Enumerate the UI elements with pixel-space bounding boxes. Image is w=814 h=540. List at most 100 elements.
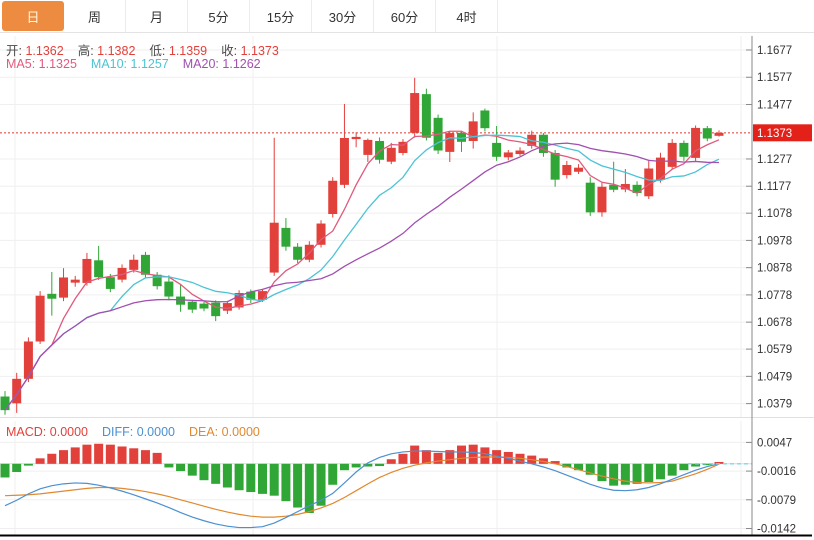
macd-histogram-bar [70, 447, 80, 464]
candlestick [714, 132, 724, 136]
info-label: MA20: [182, 57, 219, 71]
macd-histogram-bar [316, 463, 326, 506]
macd-histogram-bar [691, 463, 701, 467]
info-ohlc-item: 高: 1.1382 [78, 44, 136, 58]
macd-histogram-bar [433, 452, 443, 464]
info-ohlc-item: 开: 1.1362 [6, 44, 64, 58]
tab-period-3[interactable]: 5分 [188, 0, 250, 32]
candlestick [152, 274, 162, 287]
tab-period-7[interactable]: 4时 [436, 0, 498, 32]
macd-histogram-bar [421, 450, 431, 464]
candlestick [293, 246, 303, 260]
diff-line [4, 450, 720, 529]
macd-histogram-bar [140, 450, 150, 464]
macd-axis-label: 0.0047 [757, 437, 792, 449]
info-label: 高: [77, 44, 94, 58]
candlestick [363, 139, 373, 155]
macd-histogram-bar [410, 445, 420, 464]
candlestick [117, 267, 127, 280]
candlestick [246, 291, 256, 300]
tab-period-5[interactable]: 30分 [312, 0, 374, 32]
macd-histogram-bar [550, 461, 560, 464]
info-label: DEA: [188, 425, 219, 439]
macd-histogram-bar [12, 463, 22, 472]
tab-period-0[interactable]: 日 [2, 1, 64, 31]
candlestick [129, 259, 139, 270]
macd-histogram-bar [339, 463, 349, 471]
tab-period-1[interactable]: 周 [64, 0, 126, 32]
info-value: 1.1373 [240, 44, 279, 58]
info-value: 1.1325 [38, 57, 77, 71]
candlestick [515, 150, 525, 155]
candlestick [199, 303, 209, 309]
info-value: 0.0000 [49, 425, 88, 439]
candlestick [82, 258, 92, 283]
macd-histogram-bar [351, 463, 361, 468]
macd-histogram-bar [293, 463, 303, 508]
macd-histogram-bar [117, 446, 127, 464]
candlestick [222, 303, 232, 311]
ma5-line [4, 130, 720, 411]
macd-histogram-bar [714, 461, 724, 464]
candlestick [140, 254, 150, 275]
macd-histogram-bar [129, 448, 139, 464]
macd-histogram-bar [176, 463, 186, 472]
price-axis-label: 1.0479 [757, 371, 792, 383]
macd-histogram-bar [574, 463, 584, 471]
candlestick [316, 223, 326, 245]
candlestick [386, 147, 396, 162]
macd-histogram-bar [480, 447, 490, 464]
candlestick [176, 296, 186, 305]
ohlc-info-row: 开: 1.1362 高: 1.1382 低: 1.1359 收: 1.1373 [6, 40, 293, 59]
macd-histogram-bar [199, 463, 209, 481]
price-axis-label: 1.1177 [757, 181, 791, 193]
candlestick [456, 132, 466, 142]
candlestick [234, 292, 244, 308]
macd-histogram-bar [456, 445, 466, 464]
tab-period-6[interactable]: 60分 [374, 0, 436, 32]
candlestick [269, 222, 279, 273]
candlestick [187, 301, 197, 310]
candlestick [480, 110, 490, 129]
info-ohlc-item: 低: 1.1359 [149, 44, 207, 58]
macd-histogram-bar [609, 463, 619, 486]
tab-period-4[interactable]: 15分 [250, 0, 312, 32]
macd-histogram-bar [445, 450, 455, 464]
macd-histogram-bar [152, 452, 162, 464]
candlestick [679, 142, 689, 157]
price-axis-label: 1.0878 [757, 263, 792, 275]
macd-axis-label: -0.0142 [757, 523, 796, 535]
price-axis-label: 1.1577 [757, 72, 792, 84]
macd-histogram-bar [222, 463, 232, 488]
price-axis-label: 1.0978 [757, 235, 792, 247]
info-label: MACD: [6, 425, 47, 439]
macd-histogram-bar [47, 453, 57, 464]
price-axis-label: 1.1677 [757, 45, 792, 57]
macd-histogram-bar [234, 463, 244, 491]
macd-histogram-bar [269, 463, 279, 496]
info-label: MA10: [90, 57, 128, 71]
info-ma-item: MA5: 1.1325 [6, 57, 77, 71]
macd-histogram-bar [655, 463, 665, 480]
candlestick [655, 157, 665, 180]
candlestick [351, 136, 361, 140]
info-value: 1.1262 [222, 57, 261, 71]
tab-period-2[interactable]: 月 [126, 0, 188, 32]
macd-histogram-bar [0, 463, 10, 478]
price-axis-label: 1.1078 [757, 208, 792, 220]
candlestick [398, 141, 408, 153]
price-axis-label: 1.0379 [757, 399, 792, 411]
candlestick [47, 293, 57, 299]
macd-histogram-bar [246, 463, 256, 493]
info-label: 低: [149, 44, 166, 58]
macd-histogram-bar [632, 463, 642, 484]
info-macd-item: MACD: 0.0000 [6, 425, 88, 439]
macd-histogram-bar [35, 458, 45, 464]
info-label: 开: [6, 44, 22, 58]
macd-histogram-bar [23, 463, 33, 466]
price-axis-label: 1.0579 [757, 344, 792, 356]
macd-histogram-bar [105, 444, 115, 464]
info-label: DIFF: [102, 425, 134, 439]
price-axis-label: 1.0778 [757, 290, 792, 302]
